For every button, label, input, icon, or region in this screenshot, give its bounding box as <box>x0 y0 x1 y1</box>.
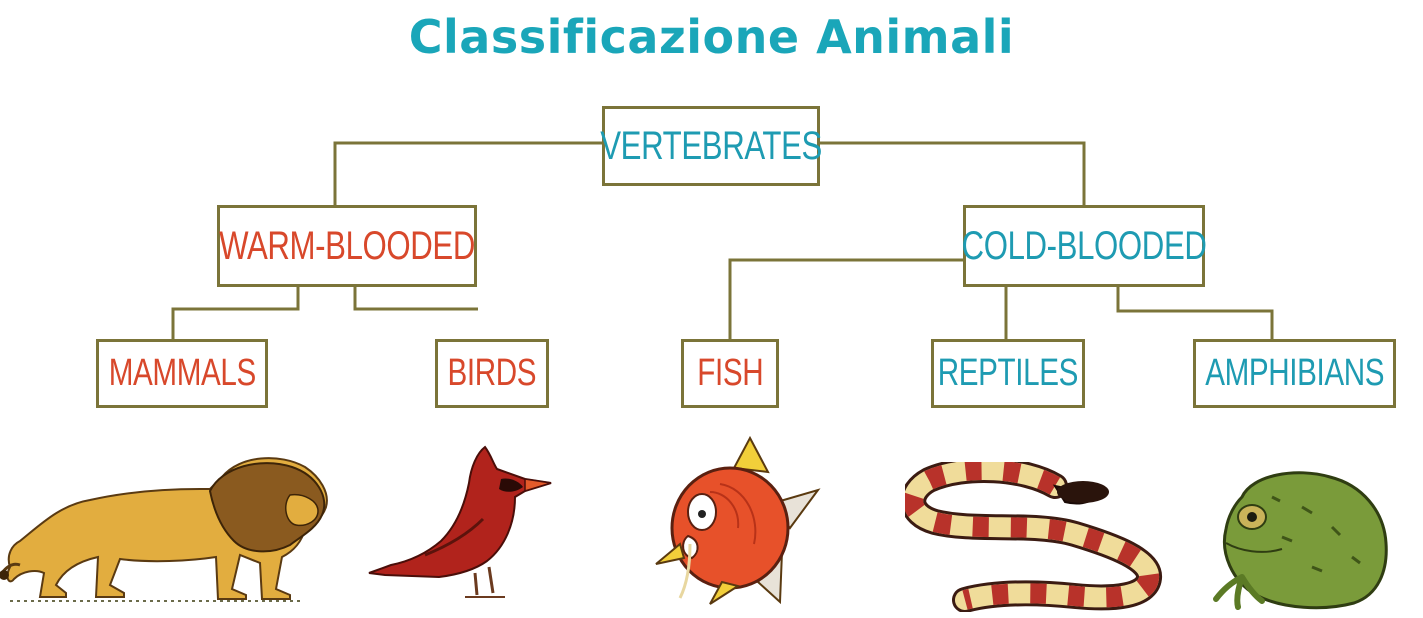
cardinal-bird-illustration <box>368 445 552 598</box>
node-amphibians: AMPHIBIANS <box>1193 339 1396 408</box>
page-title: Classificazione Animali <box>408 10 1015 64</box>
node-cold-blooded: COLD-BLOODED <box>962 205 1207 287</box>
node-birds: BIRDS <box>435 339 549 408</box>
node-fish: FISH <box>681 339 779 408</box>
lion-illustration <box>0 457 328 602</box>
node-reptiles: REPTILES <box>931 339 1085 408</box>
node-vertebrates: VERTEBRATES <box>600 106 822 186</box>
connector-warm-birds <box>353 286 478 311</box>
connector-vertebrates-warm <box>333 141 602 206</box>
connector-cold-amphibians <box>1116 286 1274 340</box>
coral-snake-illustration <box>905 462 1162 612</box>
connector-warm-mammals <box>171 286 300 340</box>
node-mammals: MAMMALS <box>96 339 268 408</box>
connector-cold-fish <box>728 258 965 340</box>
connector-vertebrates-cold <box>818 141 1086 206</box>
node-warm-blooded: WARM-BLOODED <box>217 205 477 287</box>
magikarp-fish-illustration <box>655 435 821 605</box>
toad-illustration <box>1213 471 1388 610</box>
